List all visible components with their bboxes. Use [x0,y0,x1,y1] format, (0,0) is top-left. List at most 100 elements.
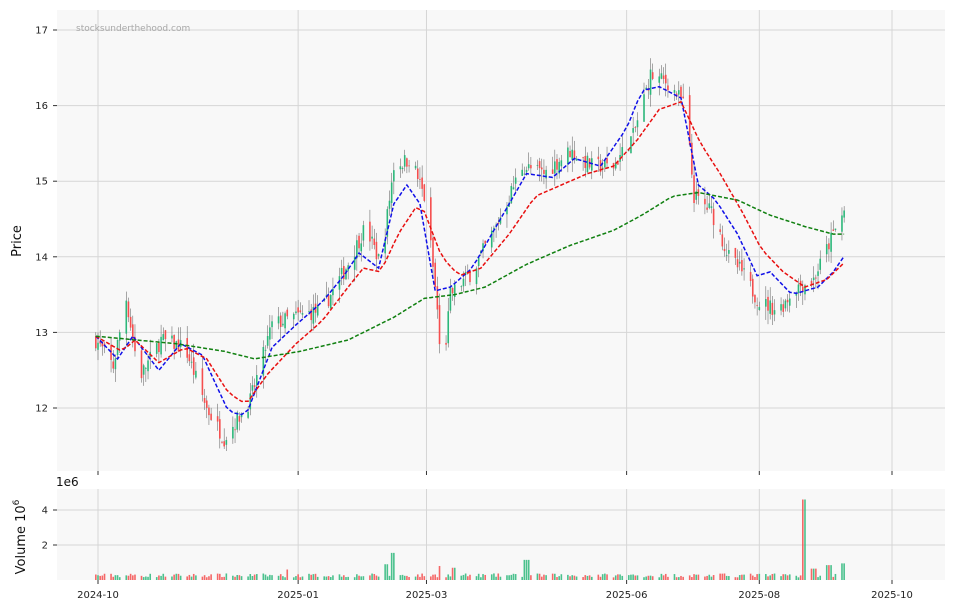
volume-bar [521,576,523,580]
candle-body [825,244,828,255]
candle-body [403,155,406,167]
volume-bar [788,574,791,580]
candle-body [767,296,769,311]
volume-bar [523,559,526,580]
volume-x-tick-labels: 2024-10 2025-01 2025-03 2025-06 2025-08 2025-… [77,580,913,601]
candle-body [582,157,584,159]
volume-bar [841,563,843,580]
volume-gridlines [57,489,945,580]
candle-body [554,161,556,174]
volume-bar [99,575,101,580]
volume-bar [782,574,785,580]
candle-body [634,126,637,128]
candle-body [523,173,526,175]
volume-bar [630,574,632,580]
candle-body [393,170,395,182]
candle-body [142,365,145,375]
candle-body [469,270,471,283]
candle-body [643,94,645,122]
volume-bar [408,576,410,580]
candle-body [630,136,632,154]
volume-bar [682,576,684,580]
candle-body [741,260,743,272]
candle-body [832,229,835,231]
volume-bar [114,575,117,580]
candle-body [292,313,295,320]
volume-bar [292,577,295,580]
volume-bar [145,576,147,580]
candle-body [125,300,128,334]
price-candles [95,58,845,452]
volume-bar [390,552,393,580]
volume-bar [286,569,289,580]
volume-bar [815,568,817,580]
volume-bar [308,573,310,580]
volume-bar [795,575,798,580]
price-gridlines [57,10,945,471]
volume-bar [506,575,508,580]
moving-average-line-ma-slow [95,191,845,360]
candle-body [388,200,391,209]
volume-bar [758,573,761,580]
candle-body [225,440,228,445]
volume-bar [279,574,282,580]
volume-bar [299,577,302,580]
candle-body [484,240,487,244]
volume-bar [769,575,771,580]
candle-body [301,313,304,315]
volume-bar [612,577,615,580]
candle-body [751,278,754,297]
volume-bar [140,575,143,580]
watermark: stocksunderthehood.com [76,24,190,34]
candle-body [545,169,547,179]
candle-body [147,360,149,372]
candle-body [706,207,708,210]
candle-body [262,346,265,376]
candle-body [830,232,832,252]
candle-body [375,241,378,260]
candle-body [145,367,147,369]
candle-body [462,278,465,287]
volume-bar [369,575,371,580]
volume-bar [830,565,832,580]
candle-body [384,239,386,254]
candle-body [719,229,721,232]
candle-body [662,75,665,79]
price-y-tick-label: 14 [35,252,48,263]
volume-bar [142,577,145,580]
volume-offset-text: 1e6 [56,475,79,489]
volume-bar [160,575,162,580]
volume-bar [295,576,297,580]
volume-bar [802,499,804,580]
volume-bar [499,576,502,580]
volume-bar [384,564,386,580]
volume-bar [667,576,669,580]
volume-bar [756,574,758,580]
volume-bar [512,573,515,580]
candle-body [506,206,508,215]
candle-body [269,327,271,340]
volume-bar [449,576,452,580]
volume-bar [173,574,175,580]
candle-body [738,261,741,264]
candle-body [721,234,724,247]
volume-bar [249,574,252,580]
volume-bar [177,573,180,580]
candle-body [406,158,408,167]
volume-bar [617,574,619,580]
candle-body [421,177,423,189]
volume-bar [627,575,630,580]
candle-body [445,342,447,345]
candle-body [419,179,421,180]
price-y-axis-label: Price [10,225,25,257]
candle-body [256,375,258,386]
volume-bar [632,574,634,580]
volume-bar [614,575,617,580]
volume-bar [799,575,802,580]
volume-x-tick-label: 2025-08 [738,590,780,601]
candle-body [369,221,371,242]
candle-body [538,161,541,169]
candle-body [758,307,761,310]
candle-body [112,361,115,369]
